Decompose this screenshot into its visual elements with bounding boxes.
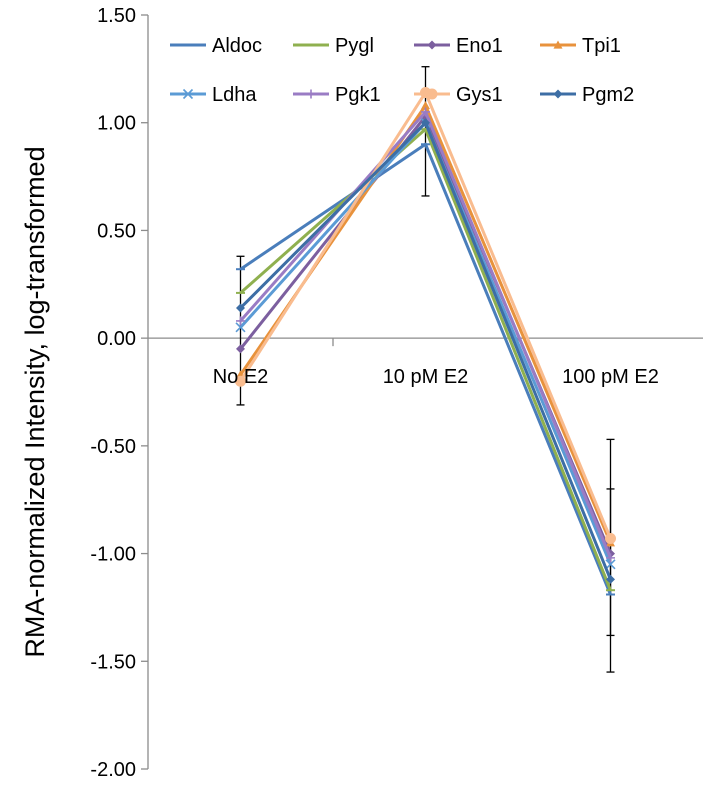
data-point bbox=[236, 303, 245, 313]
y-tick-label: 1.00 bbox=[97, 113, 136, 135]
axes: 1.50 1.00 0.50 0.00 -0.50 -1.00 -1.50 -2.00 bbox=[90, 5, 703, 781]
series-lines bbox=[235, 87, 616, 596]
y-tick-label: 1.50 bbox=[97, 5, 136, 27]
legend-item-pgk1: Pgk1 bbox=[293, 84, 381, 106]
legend-item-pgm2: Pgm2 bbox=[540, 84, 634, 106]
data-point bbox=[606, 574, 615, 584]
legend-marker bbox=[426, 88, 438, 100]
legend-item-pygl: Pygl bbox=[293, 35, 374, 57]
y-axis-label: RMA-normalized Intensity, log-transforme… bbox=[20, 146, 50, 657]
data-point bbox=[605, 532, 616, 544]
legend-marker bbox=[182, 88, 194, 100]
series-pgk1 bbox=[236, 107, 615, 563]
series-line bbox=[239, 127, 612, 591]
legend-label: Gys1 bbox=[456, 84, 503, 106]
legend-marker bbox=[427, 40, 437, 50]
data-point bbox=[235, 375, 246, 387]
data-point bbox=[236, 344, 245, 354]
data-point bbox=[421, 100, 430, 110]
series-pgm2 bbox=[236, 118, 615, 584]
y-tick-label: 0.00 bbox=[97, 328, 136, 350]
legend-item-gys1: Gys1 bbox=[414, 84, 503, 106]
legend-item-tpi1: Tpi1 bbox=[540, 35, 621, 57]
data-point bbox=[235, 322, 246, 333]
series-aldoc bbox=[236, 142, 615, 596]
legend-item-aldoc: Aldoc bbox=[170, 35, 262, 57]
legend-label: Pgk1 bbox=[335, 84, 381, 106]
legend-item-eno1: Eno1 bbox=[414, 35, 503, 57]
data-point bbox=[606, 553, 615, 563]
x-tick-label: 100 pM E2 bbox=[562, 366, 659, 388]
legend-marker bbox=[306, 89, 316, 99]
series-pygl bbox=[236, 127, 615, 592]
y-tick-label: -0.50 bbox=[90, 436, 136, 458]
data-point bbox=[421, 107, 430, 117]
y-tick-label: -1.50 bbox=[90, 651, 136, 673]
legend-label: Pgm2 bbox=[582, 84, 634, 106]
data-point bbox=[421, 118, 430, 128]
legend-label: Aldoc bbox=[212, 35, 262, 57]
x-tick-labels: No E2 10 pM E2 100 pM E2 bbox=[213, 366, 659, 388]
x-tick-label: No E2 bbox=[213, 366, 269, 388]
y-tick-label: -1.00 bbox=[90, 544, 136, 566]
legend-label: Pygl bbox=[335, 35, 374, 57]
data-point bbox=[236, 316, 245, 326]
x-tick-label: 10 pM E2 bbox=[383, 366, 469, 388]
legend-label: Eno1 bbox=[456, 35, 503, 57]
legend: Aldoc Pygl Eno1 Tpi1 Ldha Pgk1 Gys1 Pgm2 bbox=[170, 35, 634, 106]
legend-item-ldha: Ldha bbox=[170, 84, 257, 106]
legend-label: Tpi1 bbox=[582, 35, 621, 57]
legend-label: Ldha bbox=[212, 84, 257, 106]
legend-marker bbox=[553, 89, 563, 99]
y-tick-label: -2.00 bbox=[90, 759, 136, 781]
data-point bbox=[605, 559, 616, 570]
legend-marker bbox=[553, 40, 563, 49]
y-tick-label: 0.50 bbox=[97, 220, 136, 242]
